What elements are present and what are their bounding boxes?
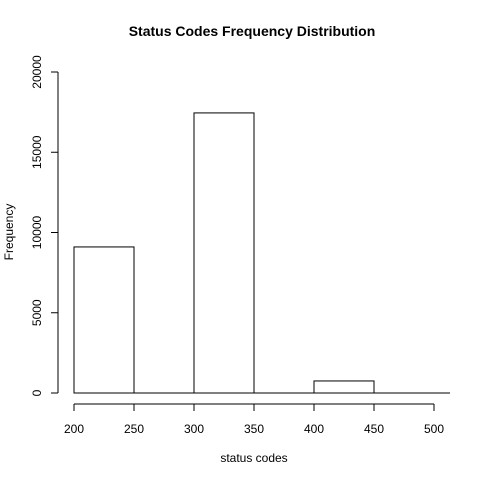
y-tick-label: 20000: [30, 55, 44, 89]
y-tick-label: 10000: [30, 215, 44, 249]
chart-title: Status Codes Frequency Distribution: [129, 23, 376, 39]
y-axis: 0 5000 10000 15000 20000: [30, 55, 59, 396]
x-axis: 200 250 300 350 400 450 500: [64, 403, 444, 436]
bar-group: [73, 112, 450, 394]
y-tick-label: 5000: [30, 299, 44, 326]
y-axis-label: Frequency: [2, 204, 16, 261]
y-tick-label: 0: [30, 389, 44, 396]
x-tick-label: 350: [244, 422, 264, 436]
x-tick-label: 450: [364, 422, 384, 436]
bar-200-250: [73, 246, 135, 394]
x-tick-label: 300: [184, 422, 204, 436]
y-tick-label: 15000: [30, 135, 44, 169]
x-tick-label: 400: [304, 422, 324, 436]
x-axis-label: status codes: [220, 451, 287, 465]
bar-400-450: [313, 380, 375, 394]
x-tick-label: 250: [124, 422, 144, 436]
x-tick-label: 200: [64, 422, 84, 436]
x-tick-label: 500: [424, 422, 444, 436]
bar-300-350: [193, 112, 255, 394]
